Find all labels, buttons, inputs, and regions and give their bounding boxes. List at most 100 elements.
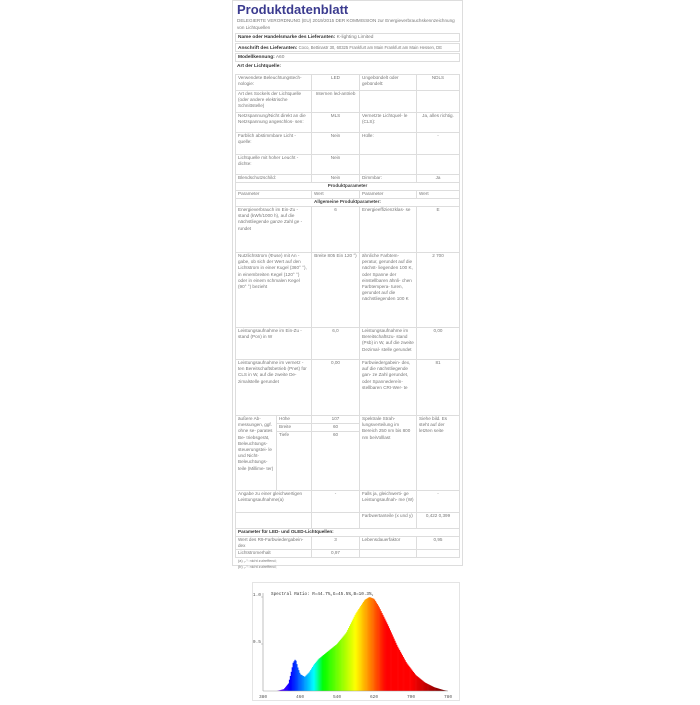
parameter-value: Breite 805 Ein 120 °)	[312, 253, 360, 328]
model-row: Modellkennung: A60	[235, 53, 460, 62]
supplier-name-row: Name oder Handelsmarke des Lieferanten: …	[235, 33, 460, 42]
parameter-label: Spektrale Strah- lungsverteilung im Bere…	[360, 416, 417, 491]
parameter-value: 0,00	[417, 328, 460, 360]
general-row: Energieverbrauch im Ein-Zu - stand (kWh/…	[236, 207, 460, 253]
parameter-label	[360, 155, 417, 175]
parameter-label: Lichtstromerhalt	[236, 550, 312, 558]
dimension-name: Tiefe	[277, 432, 312, 491]
footnotes: (a) „-“: nicht zutreffend;(b) „-“: nicht…	[235, 558, 460, 570]
x-tick-label: 620	[370, 694, 378, 700]
general-header-row: Allgemeine Produktparameter:	[236, 199, 460, 207]
parameter-value: LED	[312, 75, 360, 91]
light-source-type-row: Art der Lichtquelle:	[235, 63, 460, 70]
parameter-value: Internen led-antrieb	[312, 91, 360, 113]
parameter-label: Energieeffizienzklas- se	[360, 207, 417, 253]
led-header-row: Parameter für LED- und OLED-Lichtquellen…	[236, 529, 460, 537]
type-row: Farblich abstimmbare Licht - quelle:Nein…	[236, 133, 460, 155]
parameter-value: -	[417, 133, 460, 155]
empty-cell	[312, 513, 360, 529]
parameter-value: 81	[417, 360, 460, 416]
column-header: Parameter	[360, 191, 417, 199]
y-tick-label: 0.5	[253, 639, 261, 645]
parameter-label	[360, 550, 417, 558]
x-tick-label: 380	[259, 694, 267, 700]
dimensions-row: äußere Ab- messungen, ggf. ohne se- para…	[236, 416, 460, 424]
parameter-value: 6	[312, 207, 360, 253]
general-row: Nutzlichtstrom (Φuse) mit An - gabe, ob …	[236, 253, 460, 328]
parameter-value: 0,95	[417, 537, 460, 550]
product-params-header-row: Produktparameter	[236, 183, 460, 191]
parameter-label: Leistungsaufnahme im vernetz - ten Berei…	[236, 360, 312, 416]
chart-title: Spectral Ratio: R=44.7%,G=45.5%,B=10.3%,	[271, 592, 374, 597]
type-row: Art des Sockels der Lichtquelle (oder an…	[236, 91, 460, 113]
product-data-sheet: Produktdatenblatt DELEGIERTE VERORDNUNG …	[232, 0, 463, 566]
parameter-value: 2 700	[417, 253, 460, 328]
footnote: (b) „-“: nicht zutreffend;	[235, 564, 460, 570]
x-tick-label: 460	[296, 694, 304, 700]
section-header: Parameter für LED- und OLED-Lichtquellen…	[236, 529, 460, 537]
parameter-label: Falls ja, gleichwerti- ge Leistungsaufna…	[360, 491, 417, 513]
parameter-label: Ungebündelt oder gebündelt:	[360, 75, 417, 91]
y-tick-label: 1.0	[253, 592, 261, 598]
parameter-value: 0,422 0,399	[417, 513, 460, 529]
section-header: Allgemeine Produktparameter:	[236, 199, 460, 207]
dimensions-label: äußere Ab- messungen, ggf. ohne se- para…	[236, 416, 277, 491]
parameter-value: 6,0	[312, 328, 360, 360]
parameter-value: Nein	[312, 155, 360, 175]
parameter-value: Siehe bild. Es steht auf der letzten sei…	[417, 416, 460, 491]
type-row: Netzspannung/Nicht direkt an die Netzspa…	[236, 113, 460, 133]
type-row: Lichtquelle mit hoher Leucht - dichte:Ne…	[236, 155, 460, 175]
supplier-address-row: Anschrift des Lieferanten: Coco, Bettina…	[235, 43, 460, 52]
parameter-value: 3	[312, 537, 360, 550]
type-row: Verwendete Beleuchtungstech- nologie:LED…	[236, 75, 460, 91]
parameter-label: Nutzlichtstrom (Φuse) mit An - gabe, ob …	[236, 253, 312, 328]
parameter-label: Netzspannung/Nicht direkt an die Netzspa…	[236, 113, 312, 133]
general-row: Leistungsaufnahme im vernetz - ten Berei…	[236, 360, 460, 416]
parameter-label: Wert des R9-Farbwiedergabein- dex	[236, 537, 312, 550]
model-label: Modellkennung:	[238, 55, 275, 60]
parameter-label: Angabe zu einer gleichwertigen Leistungs…	[236, 491, 312, 513]
general-row: Leistungsaufnahme im Ein-Zu - stand (Pon…	[236, 328, 460, 360]
parameter-label: Art des Sockels der Lichtquelle (oder an…	[236, 91, 312, 113]
dimension-value: 60	[312, 432, 360, 491]
parameter-label: Blendschutzschild:	[236, 175, 312, 183]
x-tick-label: 700	[407, 694, 415, 700]
light-source-type-label: Art der Lichtquelle:	[237, 64, 281, 69]
column-header: Parameter	[236, 191, 312, 199]
supplier-address-label: Anschrift des Lieferanten:	[238, 46, 297, 51]
parameter-label	[360, 91, 417, 113]
parameter-label: Hülle:	[360, 133, 417, 155]
parameter-value	[417, 550, 460, 558]
parameter-label: Farblich abstimmbare Licht - quelle:	[236, 133, 312, 155]
parameter-value	[417, 155, 460, 175]
parameter-value: 0,00	[312, 360, 360, 416]
dimension-name: Breite	[277, 424, 312, 432]
parameter-label: Lebensdauerfaktor	[360, 537, 417, 550]
regulation-text: DELEGIERTE VERORDNUNG (EU) 2019/2015 DER…	[235, 17, 460, 32]
parameter-label: Farbwiedergabein- dex, auf die nächstlie…	[360, 360, 417, 416]
parameter-value: E	[417, 207, 460, 253]
parameter-value: Nein	[312, 133, 360, 155]
x-tick-label: 780	[444, 694, 452, 700]
parameter-label: Farbwertanteile (x und y)	[360, 513, 417, 529]
parameter-value	[417, 91, 460, 113]
supplier-address-value: Coco, Bettinastr 30, 60325 Frankfurt am …	[299, 45, 442, 50]
parameter-value: Nein	[312, 175, 360, 183]
model-value: A60	[276, 55, 285, 60]
parameter-label: Vernetzte Lichtquel- le (CLS):	[360, 113, 417, 133]
parameter-value: -	[312, 491, 360, 513]
parameter-label: Leistungsaufnahme im Ein-Zu - stand (Pon…	[236, 328, 312, 360]
equiv-row: Angabe zu einer gleichwertigen Leistungs…	[236, 491, 460, 513]
dimension-name: Höhe	[277, 416, 312, 424]
empty-cell	[236, 513, 312, 529]
parameter-label: Leistungsaufnahme im Bereitschaftszu- st…	[360, 328, 417, 360]
parameter-value: -	[417, 491, 460, 513]
parameter-label: ähnliche Farbtem- peratur, gerundet auf …	[360, 253, 417, 328]
parameter-value: Ja	[417, 175, 460, 183]
